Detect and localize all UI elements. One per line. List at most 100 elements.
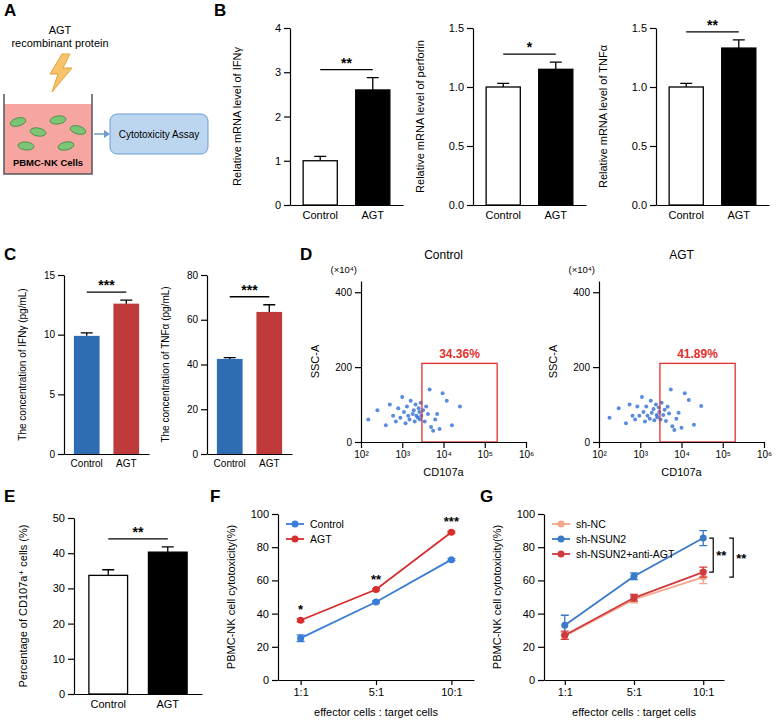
tick: Control xyxy=(302,205,337,221)
point xyxy=(637,414,641,418)
figure: AGTrecombinant proteinPBMC-NK CellsCytot… xyxy=(0,0,780,726)
axis-unit: (×10⁴) xyxy=(568,264,595,275)
point xyxy=(373,598,380,605)
point xyxy=(700,535,707,542)
tick: 10² xyxy=(354,442,369,460)
axis: 01234 xyxy=(275,22,291,211)
point xyxy=(414,403,418,407)
tick-label: 200 xyxy=(335,362,352,373)
tick-mark xyxy=(284,116,290,117)
tick: 0 xyxy=(263,674,278,686)
axis-line xyxy=(75,694,203,695)
point xyxy=(654,403,658,407)
tick-mark xyxy=(272,647,278,648)
tick-label: 60 xyxy=(187,314,199,325)
axis-title: Relative mRNA level of perforin xyxy=(414,40,426,193)
legend-label: sh-NSUN2+anti-AGT xyxy=(576,548,675,560)
tick: 4 xyxy=(275,22,290,34)
axis: ControlAGT xyxy=(65,454,150,469)
tick-mark xyxy=(640,442,641,448)
tick: Control xyxy=(214,454,246,469)
axis: 020406080100 xyxy=(251,508,279,686)
tick-label: 80 xyxy=(257,541,269,553)
line-chart: 0204060801001:15:110:1PBMC-NK cell cytot… xyxy=(491,508,747,718)
panel-label: G xyxy=(480,487,493,506)
error-bar xyxy=(699,567,707,577)
tick-label: 0.0 xyxy=(449,199,464,211)
tick: 1.5 xyxy=(449,22,473,34)
bar-chart: 01020304050ControlAGTPercentage of CD107… xyxy=(17,512,203,710)
tick: 400 xyxy=(573,287,599,298)
point xyxy=(644,404,648,408)
tick: 10⁵ xyxy=(478,442,493,460)
bar xyxy=(303,161,337,205)
tick-label: 0 xyxy=(49,449,55,460)
tick-mark xyxy=(68,694,74,695)
sig-label: ** xyxy=(341,55,352,71)
tick: 60 xyxy=(523,574,544,586)
legend-label: sh-NC xyxy=(576,518,606,530)
tick: 1.0 xyxy=(632,81,656,93)
tick-label: 400 xyxy=(335,287,352,298)
tick: 0 xyxy=(346,437,361,448)
legend-label: Control xyxy=(310,518,344,530)
tick-mark xyxy=(58,454,64,455)
point xyxy=(652,418,656,422)
tick-mark xyxy=(355,292,361,293)
tick: 200 xyxy=(573,362,599,373)
point xyxy=(631,573,638,580)
tick-mark xyxy=(361,442,362,448)
axis: ControlAGT xyxy=(291,205,404,221)
tick-mark xyxy=(201,454,207,455)
tick-label: 40 xyxy=(523,608,535,620)
tick: 40 xyxy=(257,608,278,620)
scatter-chart: 34.36%020040010²10³10⁴10⁵10⁶SSC-ACD107a(… xyxy=(309,248,534,478)
error-bar xyxy=(314,156,326,160)
tick-label: 2 xyxy=(275,111,281,123)
tick: 10:1 xyxy=(693,680,714,698)
tick-mark xyxy=(201,275,207,276)
tick: 400 xyxy=(335,287,361,298)
point xyxy=(404,421,408,425)
tick-label: AGT xyxy=(544,209,567,221)
point xyxy=(412,408,416,412)
tick-mark xyxy=(467,146,473,147)
tick-mark xyxy=(272,613,278,614)
panel-label: E xyxy=(4,487,15,506)
tick: 0.5 xyxy=(449,140,473,152)
tick-mark xyxy=(723,442,724,448)
point xyxy=(643,419,647,423)
tick: 5 xyxy=(49,389,64,400)
tick-mark xyxy=(485,442,486,448)
tick-mark xyxy=(538,547,544,548)
legend-marker xyxy=(292,536,299,543)
tick: 0.5 xyxy=(632,140,656,152)
marks xyxy=(297,529,456,642)
point xyxy=(617,406,621,410)
tick-label: 1.5 xyxy=(632,22,647,34)
point xyxy=(561,622,568,629)
error-bar xyxy=(550,62,562,69)
tick-label: 80 xyxy=(523,541,535,553)
tick-mark xyxy=(538,680,544,681)
marks xyxy=(669,40,756,205)
tick-mark xyxy=(201,320,207,321)
tick-mark xyxy=(68,518,74,519)
axis-line xyxy=(207,276,208,455)
tick: 200 xyxy=(335,362,361,373)
tick-label: 10² xyxy=(354,449,369,460)
tick: AGT xyxy=(116,454,137,469)
tick-mark xyxy=(284,28,290,29)
axis-line xyxy=(474,205,587,206)
axis: 1:15:110:1 xyxy=(545,680,725,698)
point xyxy=(672,428,676,432)
axis-title: effector cells : target cells xyxy=(314,706,438,718)
bar xyxy=(256,312,282,454)
point xyxy=(424,404,428,408)
point xyxy=(433,418,437,422)
tick-mark xyxy=(538,647,544,648)
point xyxy=(666,405,670,409)
sig-label: ** xyxy=(707,17,718,33)
error-bar xyxy=(102,570,114,576)
error-bar xyxy=(630,595,638,602)
